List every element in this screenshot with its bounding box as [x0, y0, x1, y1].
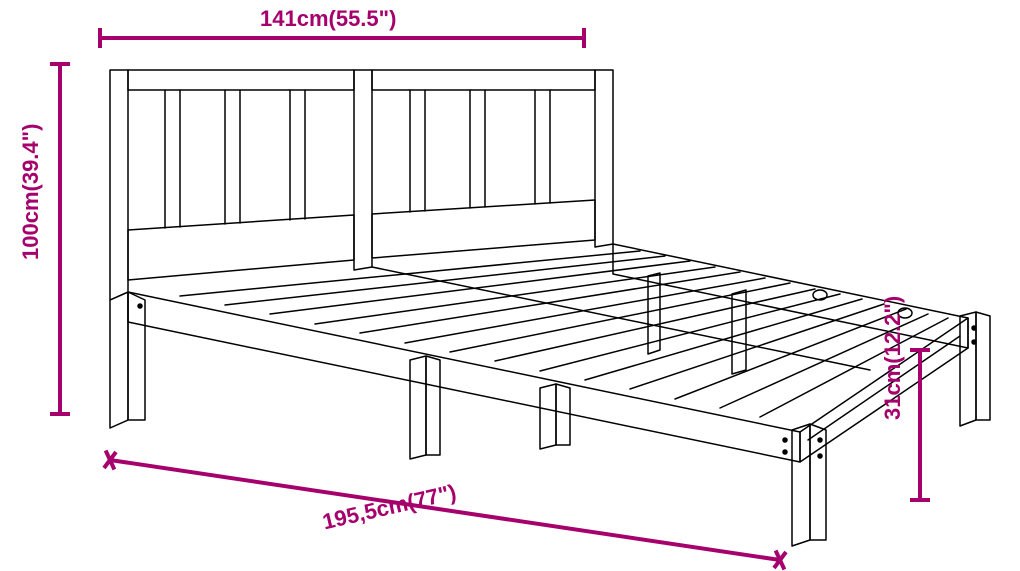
bed-drawing: [0, 0, 1020, 571]
bed-dimension-diagram: 141cm(55.5") 100cm(39.4") 195,5cm(77") 3…: [0, 0, 1020, 571]
height-dimension-label: 100cm(39.4"): [18, 124, 44, 260]
width-dimension-label: 141cm(55.5"): [260, 6, 396, 32]
leg-height-dimension-label: 31cm(12.2"): [880, 296, 906, 420]
